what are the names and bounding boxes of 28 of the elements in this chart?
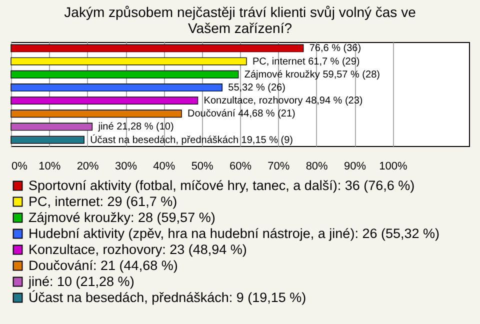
x-tick-label: 80% xyxy=(306,160,328,172)
x-tick-label: 100% xyxy=(379,160,408,172)
data-label: jiné 21,28 % (10) xyxy=(97,122,174,133)
legend-label: Zájmové kroužky: 28 (59,57 %) xyxy=(28,210,216,225)
x-tick-label: 0% xyxy=(12,160,28,172)
x-tick-label: 60% xyxy=(229,160,252,172)
legend-label: Hudební aktivity (zpěv, hra na hudební nástroje, a jiné): 26 (55,32 %) xyxy=(28,226,440,241)
x-tick-label: 50% xyxy=(191,160,214,172)
data-label: Účast na besedách, přednáškách 19,15 % (9) xyxy=(90,134,293,146)
x-tick-label: 40% xyxy=(153,160,176,172)
x-tick-label: 90% xyxy=(344,160,366,172)
x-tick-label: 30% xyxy=(114,160,138,172)
chart-title: Jakým způsobem nejčastěji tráví klienti svůj volný čas ve Vašem zařízení? xyxy=(64,4,416,36)
data-label: Zájmové kroužky 59,57 % (28) xyxy=(244,69,380,80)
legend-label: jiné: 10 (21,28 %) xyxy=(28,274,134,289)
data-label: Doučování 44,68 % (21) xyxy=(188,108,296,120)
x-tick-label: 20% xyxy=(76,160,100,172)
legend-label: Doučování: 21 (44,68 %) xyxy=(28,258,178,273)
legend-label: Účast na besedách, přednáškách: 9 (19,15 %) xyxy=(28,290,306,305)
x-tick-label: 70% xyxy=(268,160,290,172)
legend-label: Sportovní aktivity (fotbal, míčové hry, tanec, a další): 36 (76,6 %) xyxy=(28,178,415,193)
data-label: PC, internet 61,7 % (29) xyxy=(252,56,360,68)
data-label: Konzultace, rozhovory 48,94 % (23) xyxy=(204,96,363,107)
x-tick-label: 10% xyxy=(38,160,61,172)
legend-label: Konzultace, rozhovory: 23 (48,94 %) xyxy=(28,242,247,257)
legend-label: PC, internet: 29 (61,7 %) xyxy=(28,194,178,209)
data-label: 55,32 % (26) xyxy=(228,82,286,94)
data-label: 76,6 % (36) xyxy=(309,43,362,54)
